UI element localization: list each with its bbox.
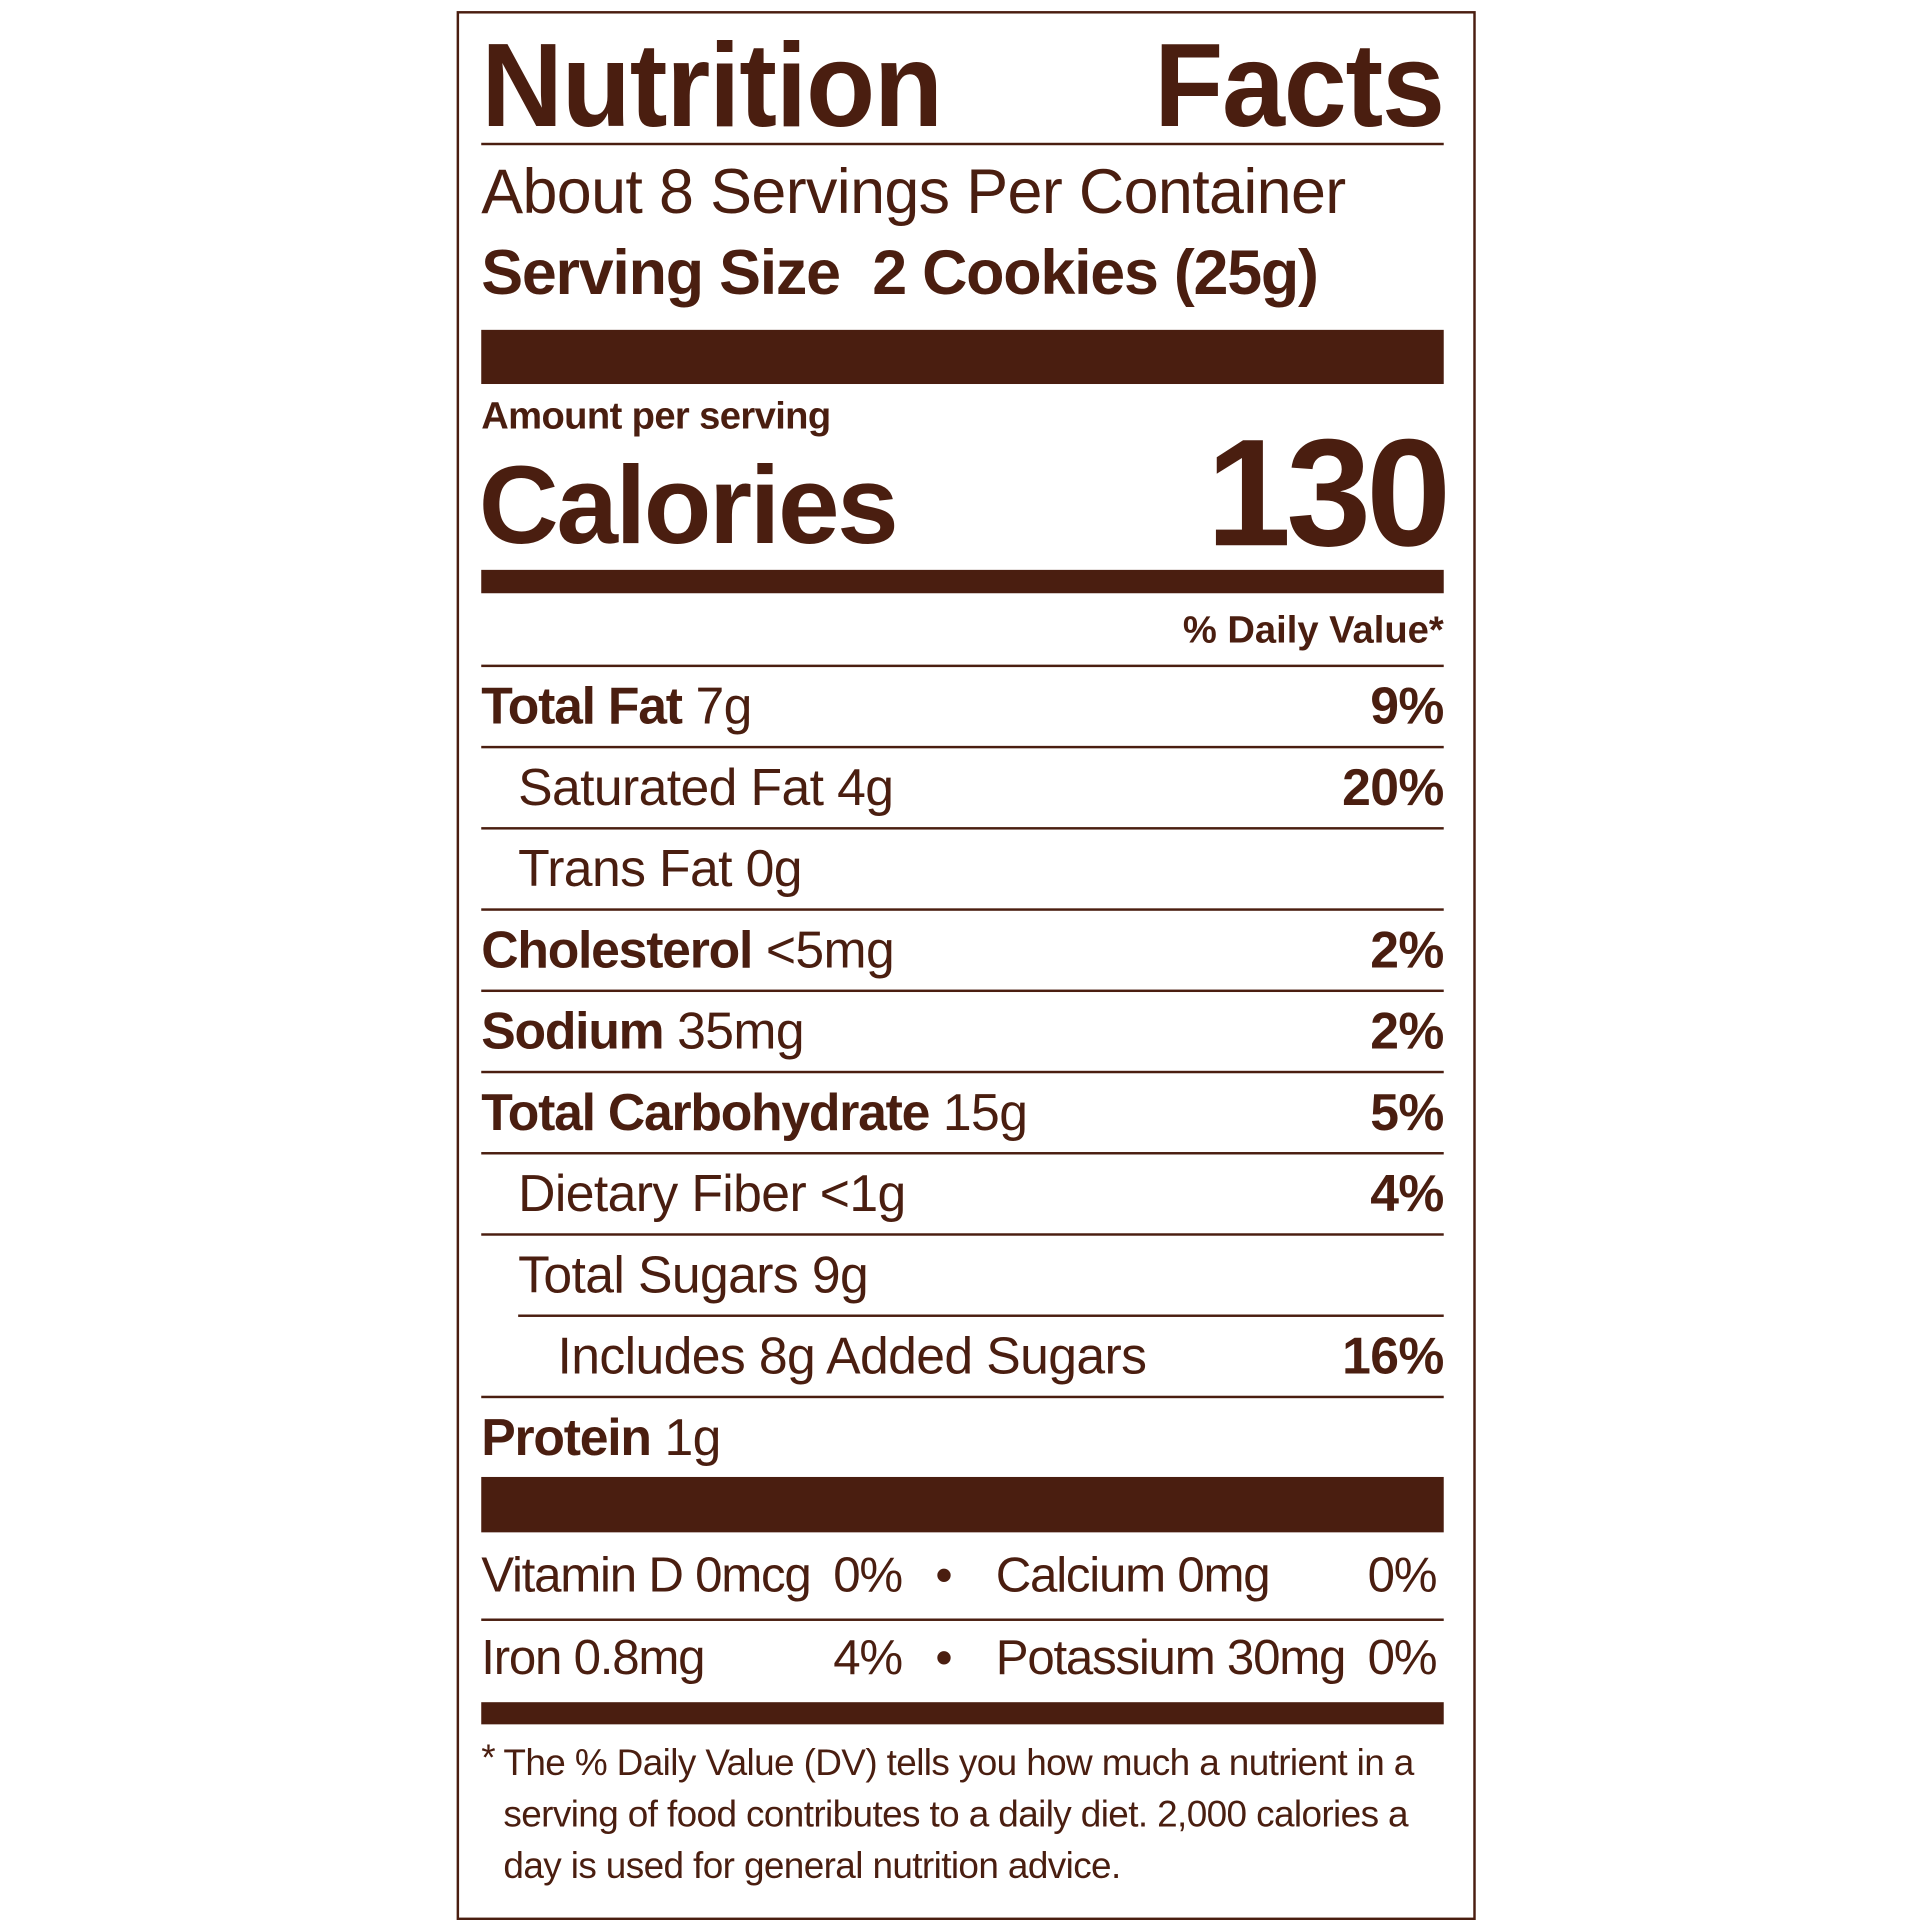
nutrient-row: Total Sugars 9g <box>481 1238 1443 1312</box>
nutrient-name-amount: Total Sugars 9g <box>481 1245 869 1305</box>
footnote-text: The % Daily Value (DV) tells you how muc… <box>503 1742 1414 1887</box>
nutrient-name: Includes 8g Added Sugars <box>557 1326 1147 1385</box>
nutrient-amount: 9g <box>811 1245 869 1304</box>
nutrient-name: Protein <box>481 1408 652 1466</box>
potassium-dv: 0% <box>1367 1630 1438 1685</box>
divider <box>481 142 1444 146</box>
divider <box>481 827 1444 830</box>
medium-divider <box>481 1702 1444 1725</box>
iron: Iron 0.8mg <box>481 1630 705 1685</box>
nutrient-row: Total Fat 7g 9% <box>481 670 1444 744</box>
nutrient-row: Total Carbohydrate 15g 5% <box>481 1076 1444 1150</box>
nutrient-name-amount: Dietary Fiber <1g <box>481 1164 906 1223</box>
nutrient-name: Saturated Fat <box>518 758 824 817</box>
nutrient-name-amount: Saturated Fat 4g <box>481 758 894 817</box>
title-word-nutrition: Nutrition <box>481 20 943 153</box>
footnote: * The % Daily Value (DV) tells you how m… <box>481 1738 1443 1893</box>
nutrient-amount: 7g <box>695 676 752 735</box>
label-title: Nutrition Facts <box>481 19 1445 155</box>
nutrient-daily-value: 2% <box>1370 920 1444 979</box>
divider <box>481 989 1444 993</box>
nutrient-name-amount: Protein 1g <box>481 1408 721 1467</box>
servings-per-container: About 8 Servings Per Container <box>481 156 1346 227</box>
nutrient-daily-value: 5% <box>1370 1083 1444 1141</box>
nutrient-row: Dietary Fiber <1g 4% <box>481 1157 1444 1231</box>
thick-divider <box>481 1476 1444 1533</box>
nutrient-name: Cholesterol <box>481 920 753 979</box>
vitamin-d-dv: 0% <box>833 1548 903 1603</box>
divider <box>481 1618 1444 1621</box>
nutrient-row: Sodium 35mg 2% <box>481 994 1444 1068</box>
nutrient-amount: 0g <box>745 839 803 898</box>
title-word-facts: Facts <box>1154 20 1445 153</box>
nutrient-amount: <1g <box>819 1164 906 1223</box>
calcium: Calcium 0mg <box>995 1548 1271 1603</box>
nutrient-row: Saturated Fat 4g 20% <box>481 751 1444 825</box>
calories-value: 130 <box>1206 408 1451 579</box>
nutrient-amount: 4g <box>837 758 894 817</box>
serving-size: Serving Size 2 Cookies (25g) <box>481 236 1319 309</box>
divider <box>481 664 1444 668</box>
daily-value-header: % Daily Value* <box>1182 608 1444 652</box>
divider <box>481 745 1444 749</box>
divider <box>481 1233 1444 1236</box>
nutrient-name: Total Sugars <box>518 1245 799 1304</box>
serving-size-value: 2 Cookies (25g) <box>872 237 1319 308</box>
bullet: • <box>935 1548 952 1603</box>
nutrient-amount: <5mg <box>765 920 895 979</box>
nutrient-row: Cholesterol <5mg 2% <box>481 913 1444 987</box>
nutrient-name-amount: Total Fat 7g <box>481 677 752 736</box>
nutrient-row: Trans Fat 0g <box>481 832 1443 906</box>
nutrient-daily-value: 2% <box>1370 1001 1444 1060</box>
nutrient-amount: 15g <box>942 1083 1028 1141</box>
nutrient-name: Dietary Fiber <box>518 1164 807 1223</box>
nutrient-name: Trans Fat <box>518 839 732 898</box>
amount-per-serving: Amount per serving <box>481 393 831 437</box>
nutrient-amount: 35mg <box>677 1001 805 1060</box>
calcium-dv: 0% <box>1367 1548 1438 1603</box>
divider <box>481 1070 1444 1074</box>
calories-label: Calories <box>478 444 899 568</box>
nutrient-name: Sodium <box>481 1001 664 1060</box>
divider <box>481 1152 1444 1155</box>
nutrient-name: Total Carbohydrate <box>481 1083 930 1141</box>
thick-divider <box>481 329 1444 385</box>
bullet: • <box>935 1630 952 1685</box>
nutrient-name-amount: Includes 8g Added Sugars <box>481 1326 1147 1386</box>
nutrient-daily-value: 4% <box>1370 1164 1444 1223</box>
nutrient-name-amount: Total Carbohydrate 15g <box>481 1083 1028 1142</box>
vitamin-d: Vitamin D 0mcg <box>481 1548 812 1603</box>
divider <box>481 1395 1444 1399</box>
divider <box>481 908 1444 911</box>
iron-dv: 4% <box>833 1630 903 1685</box>
nutrient-daily-value: 16% <box>1342 1326 1444 1385</box>
nutrient-name-amount: Cholesterol <5mg <box>481 921 894 980</box>
divider <box>518 1314 1444 1317</box>
nutrient-name-amount: Trans Fat 0g <box>481 839 802 898</box>
medium-divider <box>481 569 1444 594</box>
nutrient-daily-value: 9% <box>1370 676 1444 735</box>
nutrient-name-amount: Sodium 35mg <box>481 1002 804 1061</box>
footnote-mark: * <box>481 1737 496 1779</box>
nutrient-row: Protein 1g <box>481 1401 1443 1475</box>
nutrient-daily-value: 20% <box>1342 758 1444 817</box>
nutrient-amount: 1g <box>664 1408 721 1466</box>
nutrient-name: Total Fat <box>481 676 683 735</box>
label-border <box>456 11 1476 1920</box>
nutrient-row: Includes 8g Added Sugars 16% <box>481 1319 1445 1393</box>
serving-size-label: Serving Size <box>481 237 841 308</box>
potassium: Potassium 30mg <box>995 1630 1347 1685</box>
